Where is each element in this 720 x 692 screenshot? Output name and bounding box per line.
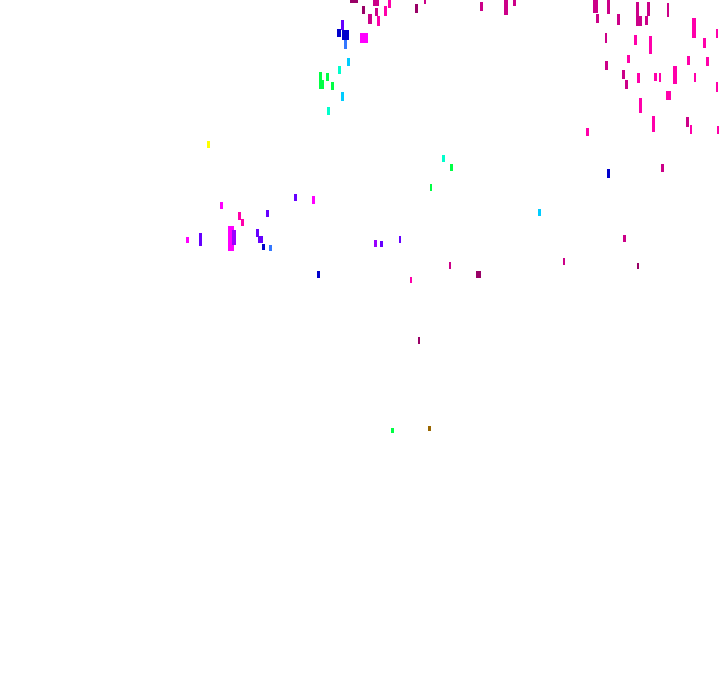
point-mark-pink xyxy=(241,219,244,226)
point-mark-dark-magenta xyxy=(480,2,483,11)
point-mark-pink xyxy=(410,277,412,283)
point-mark-magenta xyxy=(220,202,223,209)
point-mark-pink xyxy=(666,91,671,100)
point-mark-pink xyxy=(690,125,692,134)
point-mark-green xyxy=(450,164,453,171)
point-mark-magenta xyxy=(360,33,368,43)
point-mark-dark-magenta xyxy=(368,14,372,24)
point-mark-dark-magenta xyxy=(375,8,378,16)
point-mark-maroon xyxy=(350,0,358,3)
point-mark-dark-magenta xyxy=(607,0,610,14)
point-mark-pink xyxy=(716,29,718,38)
point-mark-olive xyxy=(428,426,431,431)
point-mark-dark-magenta xyxy=(625,80,628,89)
point-mark-pink xyxy=(706,57,709,66)
point-mark-maroon xyxy=(415,4,418,13)
point-mark-maroon xyxy=(362,6,365,14)
point-mark-pink xyxy=(384,6,387,16)
point-mark-dark-magenta xyxy=(563,258,565,265)
point-mark-dark-magenta xyxy=(504,0,508,15)
point-mark-pink xyxy=(634,35,637,45)
point-mark-dark-magenta xyxy=(661,164,664,172)
point-mark-maroon xyxy=(418,337,420,344)
point-mark-blue xyxy=(337,29,341,37)
point-mark-pink xyxy=(388,0,391,8)
point-mark-yellow xyxy=(207,141,210,148)
point-mark-magenta xyxy=(312,196,315,204)
point-mark-pink xyxy=(238,212,241,220)
point-mark-blue xyxy=(342,30,349,40)
point-mark-dark-magenta xyxy=(513,0,516,6)
point-mark-pink xyxy=(652,116,655,132)
point-mark-green xyxy=(319,72,322,80)
point-mark-dark-magenta xyxy=(622,70,625,79)
point-mark-pink xyxy=(659,73,661,82)
point-mark-blue xyxy=(262,244,265,250)
point-mark-blue xyxy=(607,169,610,178)
point-mark-pink xyxy=(673,66,677,84)
point-mark-violet xyxy=(199,233,202,246)
point-mark-dark-magenta xyxy=(645,16,648,25)
point-mark-violet xyxy=(399,236,401,243)
point-mark-violet xyxy=(266,210,269,217)
point-mark-light-blue xyxy=(269,245,272,251)
point-mark-dark-magenta xyxy=(449,262,451,269)
point-mark-green xyxy=(430,184,432,191)
point-mark-violet xyxy=(341,20,344,30)
point-mark-green xyxy=(326,73,329,81)
point-mark-maroon xyxy=(637,263,639,269)
point-mark-pink xyxy=(649,36,652,54)
point-mark-dark-magenta xyxy=(424,0,426,4)
point-mark-pink xyxy=(377,16,380,26)
point-mark-cyan xyxy=(538,209,541,216)
point-mark-green xyxy=(391,428,394,433)
point-mark-dark-magenta xyxy=(373,0,379,6)
point-mark-pink xyxy=(639,98,642,113)
point-mark-blue xyxy=(317,271,320,278)
point-mark-dark-magenta xyxy=(667,3,669,17)
point-mark-pink xyxy=(586,128,589,136)
point-mark-cyan xyxy=(341,92,344,101)
point-mark-dark-magenta xyxy=(647,2,650,16)
point-mark-maroon xyxy=(476,271,481,278)
point-mark-aqua xyxy=(327,107,330,115)
point-mark-pink xyxy=(716,82,718,92)
point-mark-violet xyxy=(256,229,259,237)
point-mark-pink xyxy=(687,56,690,65)
point-mark-dark-magenta xyxy=(605,61,608,70)
point-mark-aqua xyxy=(338,66,341,74)
point-mark-pink xyxy=(654,73,657,81)
point-mark-dark-magenta xyxy=(617,14,620,25)
point-mark-pink xyxy=(692,18,696,38)
point-mark-dark-magenta xyxy=(605,33,607,43)
point-mark-dark-magenta xyxy=(596,14,599,23)
point-mark-light-blue xyxy=(344,40,347,49)
point-mark-pink xyxy=(627,55,630,63)
point-mark-pink xyxy=(637,73,640,83)
point-mark-green xyxy=(319,80,324,89)
point-mark-pink xyxy=(703,38,706,48)
point-mark-pink xyxy=(717,126,719,134)
point-mark-green xyxy=(331,82,334,90)
point-mark-magenta xyxy=(186,237,189,243)
point-mark-violet xyxy=(294,194,297,201)
point-mark-dark-magenta xyxy=(636,16,642,26)
point-mark-violet xyxy=(380,241,383,247)
point-mark-purple xyxy=(374,240,377,247)
point-mark-dark-magenta xyxy=(623,235,626,242)
point-mark-violet xyxy=(258,236,263,243)
point-mark-magenta xyxy=(228,226,234,251)
point-mark-purple xyxy=(232,230,236,245)
point-mark-aqua xyxy=(442,155,445,162)
point-mark-dark-magenta xyxy=(593,0,598,13)
point-mark-cyan xyxy=(347,58,350,66)
point-mark-dark-magenta xyxy=(636,2,639,16)
point-mark-pink xyxy=(694,73,696,82)
point-mark-dark-magenta xyxy=(686,117,689,127)
